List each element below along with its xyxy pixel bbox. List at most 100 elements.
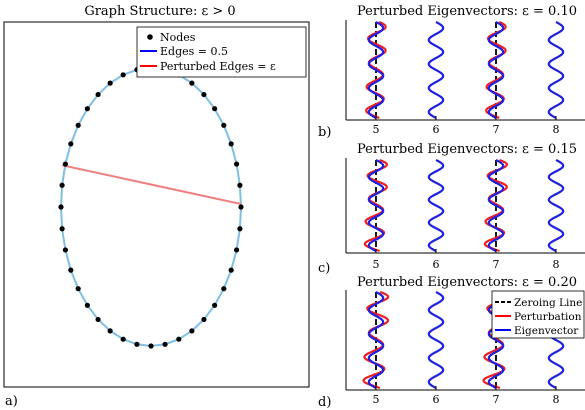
panel-c: Perturbed Eigenvectors: ε = 0.15 5 6 7 8 c) xyxy=(318,142,585,276)
graph-node xyxy=(68,141,74,147)
legend-eigenvector-label: Eigenvector xyxy=(514,325,579,337)
eigenvector-curve xyxy=(547,21,565,119)
x-tick-label: 5 xyxy=(373,393,380,406)
panel-d: Perturbed Eigenvectors: ε = 0.20 5 6 7 8 d)… xyxy=(318,275,585,410)
eigenvector-curve xyxy=(427,159,445,252)
x-tick-label: 5 xyxy=(373,123,380,136)
graph-edge xyxy=(230,143,238,165)
graph-node xyxy=(75,286,81,292)
graph-node xyxy=(189,80,195,86)
graph-edge xyxy=(86,93,99,110)
panel-a-title: Graph Structure: ε > 0 xyxy=(84,4,235,19)
x-tick-label: 7 xyxy=(493,258,500,271)
graph-edge xyxy=(203,304,216,321)
x-tick-label: 6 xyxy=(433,123,440,136)
x-tick-label: 7 xyxy=(493,393,500,406)
graph-edge xyxy=(191,318,205,332)
panel-d-waves xyxy=(362,290,565,390)
graph-node xyxy=(212,106,218,112)
graph-edge xyxy=(77,288,89,306)
graph-node xyxy=(62,247,69,253)
panel-c-waves xyxy=(363,158,565,253)
panel-a-frame xyxy=(3,21,310,388)
graph-node xyxy=(228,141,234,147)
graph-node xyxy=(238,204,244,210)
graph-edge xyxy=(213,288,225,306)
panel-b-label: b) xyxy=(318,125,331,140)
x-tick-label: 7 xyxy=(493,123,500,136)
graph-node xyxy=(237,182,243,188)
graph-edge xyxy=(69,124,80,145)
graph-edge xyxy=(77,108,89,126)
graph-edge xyxy=(86,304,99,321)
graph-node xyxy=(162,341,168,347)
graph-edge xyxy=(191,82,205,96)
graph-edge xyxy=(69,269,80,290)
panel-a-label: a) xyxy=(5,394,18,409)
graph-edge xyxy=(60,206,64,229)
graph-node xyxy=(62,161,69,167)
graph-node xyxy=(95,91,101,98)
eigenvector-curve xyxy=(487,159,505,252)
graph-edge xyxy=(235,163,241,186)
graph-node xyxy=(95,316,101,323)
graph-edge xyxy=(60,185,64,208)
graph-node xyxy=(176,336,182,342)
legend-node-marker xyxy=(147,34,153,40)
legend-perturbation-label: Perturbation xyxy=(514,311,582,323)
graph-edge xyxy=(235,228,241,251)
eigenvector-curve xyxy=(367,291,385,389)
graph-node xyxy=(59,226,65,232)
graph-node xyxy=(134,341,140,347)
graph-edge xyxy=(230,249,238,271)
graph-edge xyxy=(61,163,67,186)
eigenvector-curve xyxy=(547,159,565,252)
x-tick-label: 6 xyxy=(433,258,440,271)
perturbed-edge xyxy=(61,164,242,205)
graph-node xyxy=(237,226,243,232)
graph-node xyxy=(201,91,207,98)
x-tick-label: 8 xyxy=(553,393,560,406)
graph-node xyxy=(84,302,90,308)
eigenvector-curve xyxy=(427,21,445,119)
eigenvector-curve xyxy=(487,291,505,389)
graph-edge xyxy=(203,93,216,110)
legend-perturbed-label: Perturbed Edges = ε xyxy=(160,60,276,73)
x-tick-label: 6 xyxy=(433,393,440,406)
graph-edge xyxy=(97,82,111,96)
panel-c-label: c) xyxy=(318,261,330,276)
graph-node xyxy=(107,80,113,86)
panel-b: Perturbed Eigenvectors: ε = 0.10 5 6 7 8 b) xyxy=(318,4,585,140)
graph-node xyxy=(221,286,227,292)
panel-d-ticks: 5 6 7 8 xyxy=(373,386,560,406)
graph-node xyxy=(228,267,234,273)
legend-zeroing-label: Zeroing Line xyxy=(514,297,582,309)
graph-edge xyxy=(61,228,67,251)
panel-a-legend: Nodes Edges = 0.5 Perturbed Edges = ε xyxy=(136,26,307,78)
graph-node xyxy=(221,122,227,128)
graph-node xyxy=(201,316,207,323)
x-tick-label: 8 xyxy=(553,258,560,271)
graph-node xyxy=(68,267,74,273)
graph-node xyxy=(233,161,240,167)
x-tick-label: 8 xyxy=(553,123,560,136)
graph-edge xyxy=(222,124,233,145)
legend-box xyxy=(136,26,307,78)
panel-d-title: Perturbed Eigenvectors: ε = 0.20 xyxy=(357,275,577,290)
graph-edge xyxy=(64,143,72,165)
panel-b-ticks: 5 6 7 8 xyxy=(373,116,560,136)
graph-node xyxy=(120,72,126,78)
graph-node xyxy=(59,182,65,188)
panel-c-title: Perturbed Eigenvectors: ε = 0.15 xyxy=(357,142,577,157)
graph-edge xyxy=(222,269,233,290)
x-tick-label: 5 xyxy=(373,258,380,271)
graph-node xyxy=(58,204,64,210)
eigenvector-curve xyxy=(487,21,505,119)
panel-d-label: d) xyxy=(318,395,331,410)
graph-node xyxy=(233,247,240,253)
eigenvector-curve xyxy=(367,159,385,252)
panel-b-title: Perturbed Eigenvectors: ε = 0.10 xyxy=(357,4,577,19)
graph-edge xyxy=(97,318,111,332)
graph-layer xyxy=(58,65,244,349)
